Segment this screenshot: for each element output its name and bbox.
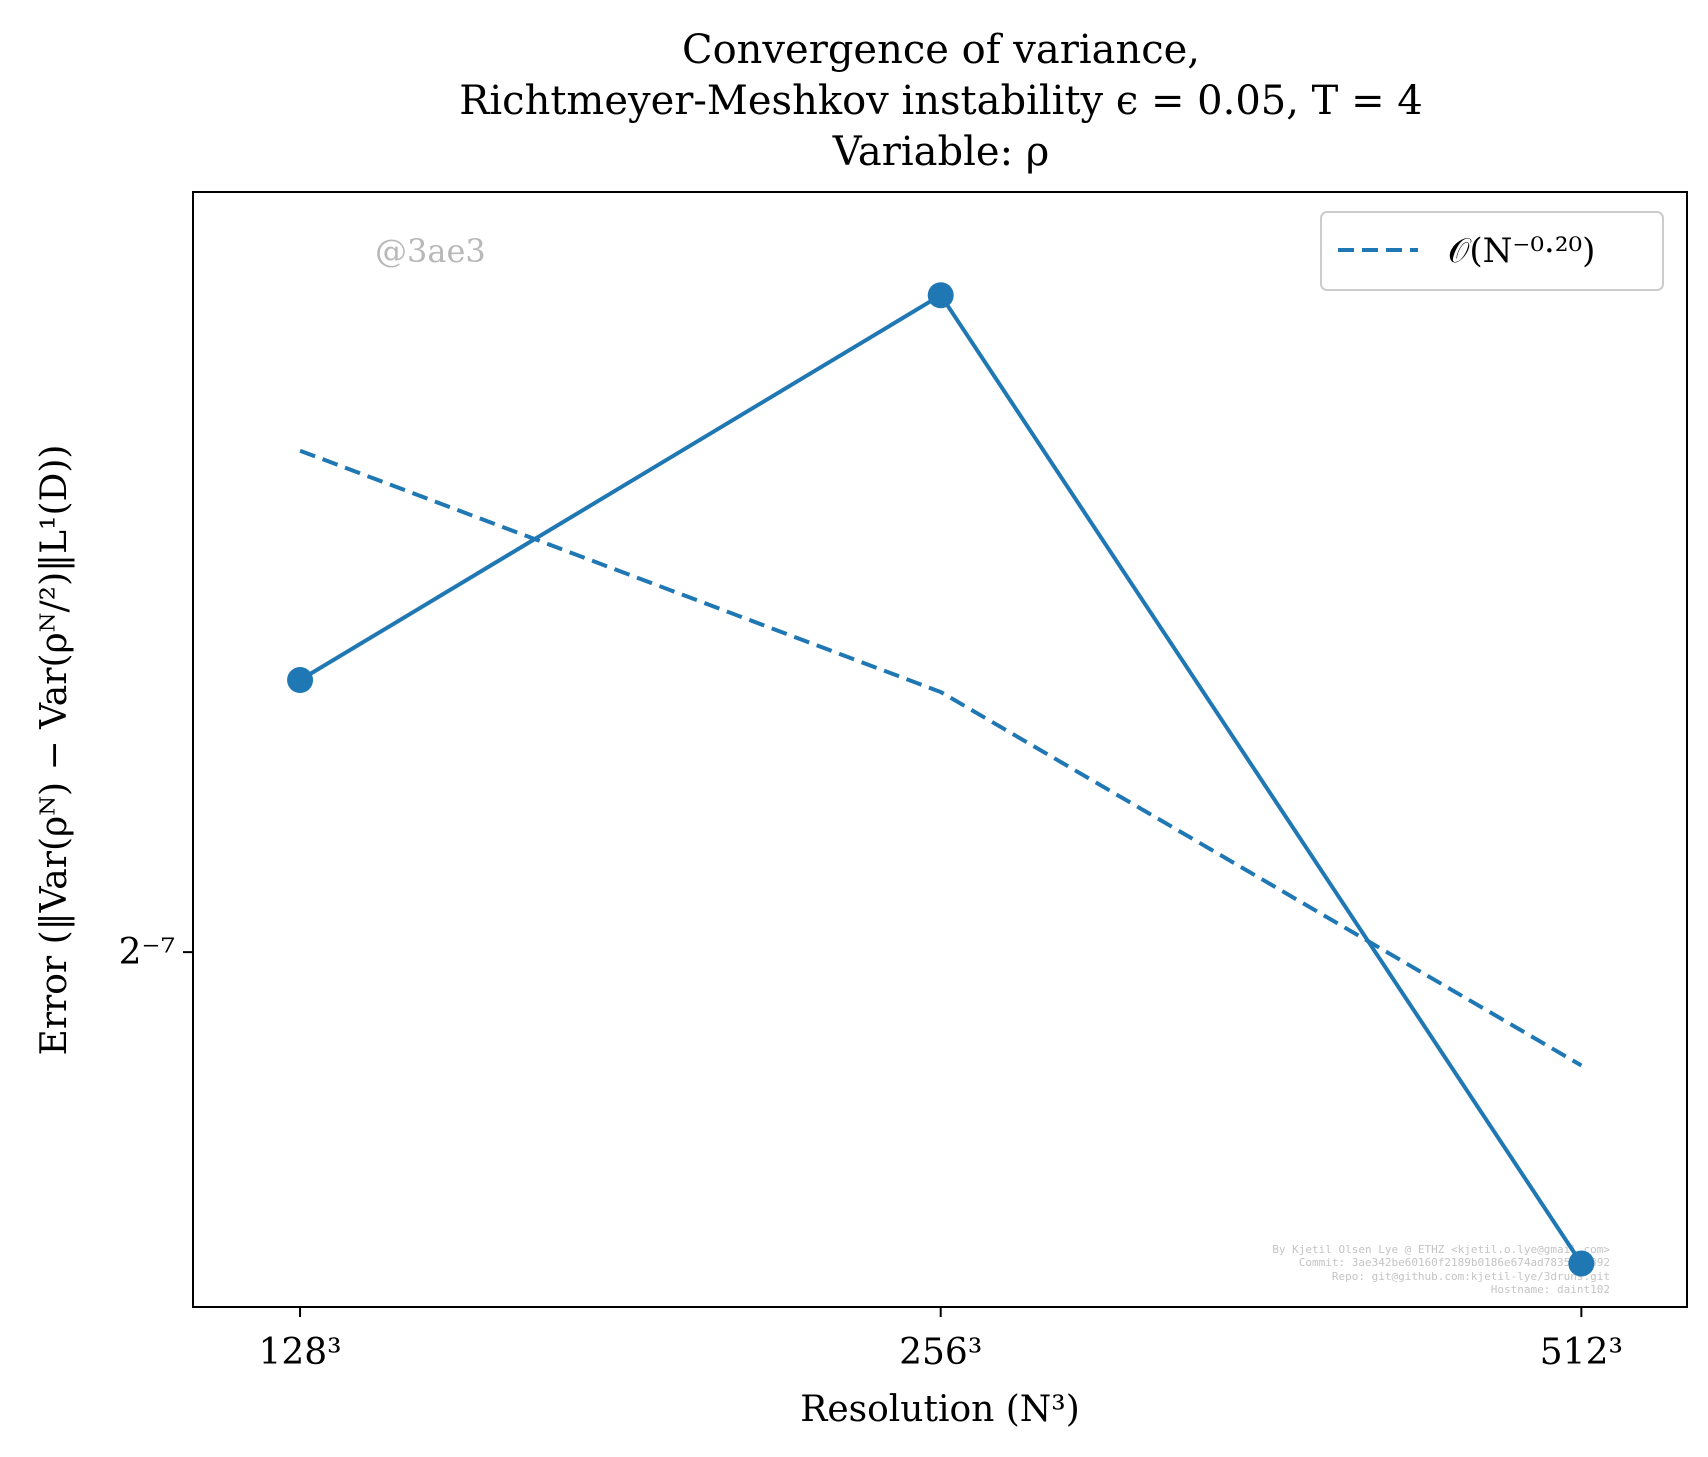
title-line-3: Variable: ρ <box>832 129 1050 175</box>
plot-area <box>192 191 1688 1308</box>
credit-line-3: Repo: git@github.com:kjetil-lye/3druns.g… <box>1332 1270 1610 1283</box>
x-axis-label: Resolution (N³) <box>800 1389 1080 1430</box>
x-tick-label-128: 128³ <box>258 1332 341 1373</box>
y-axis-label: Error (‖Var(ρᴺ) − Var(ρᴺ/²)‖L¹(D)) <box>34 445 75 1056</box>
credit-line-2: Commit: 3ae342be60160f2189b0186e674ad783… <box>1299 1256 1610 1269</box>
y-tick-label-2-pow-minus-7: 2⁻⁷ <box>119 932 175 973</box>
y-axis: 2⁻⁷ <box>119 932 193 973</box>
x-tick-label-256: 256³ <box>899 1332 982 1373</box>
title-line-2: Richtmeyer-Meshkov instability ϵ = 0.05,… <box>459 78 1423 124</box>
legend: 𝒪(N⁻⁰·²⁰) <box>1320 211 1664 291</box>
data-point-512 <box>1568 1250 1595 1277</box>
x-axis: 128³ 256³ 512³ <box>258 1307 1623 1373</box>
credit-block: By Kjetil Olsen Lye @ ETHZ <kjetil.o.lye… <box>1272 1243 1610 1296</box>
watermark-text: @3ae3 <box>375 232 486 270</box>
legend-box <box>1320 211 1664 291</box>
credit-line-1: By Kjetil Olsen Lye @ ETHZ <kjetil.o.lye… <box>1272 1243 1610 1256</box>
credit-line-4: Hostname: daint102 <box>1491 1283 1610 1296</box>
title-line-1: Convergence of variance, <box>682 27 1200 73</box>
legend-label-reference: 𝒪(N⁻⁰·²⁰) <box>1448 231 1595 271</box>
x-tick-label-512: 512³ <box>1540 1332 1623 1373</box>
data-point-256 <box>927 282 954 309</box>
data-point-128 <box>287 667 314 694</box>
chart-title: Convergence of variance, Richtmeyer-Mesh… <box>459 27 1423 175</box>
